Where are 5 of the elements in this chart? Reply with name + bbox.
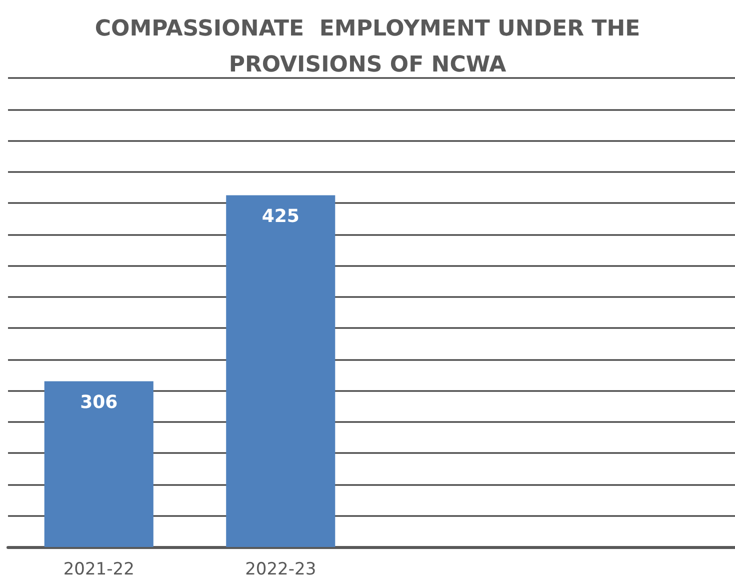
x-tick-label: 2021-22 (63, 560, 134, 580)
chart-title: COMPASSIONATE EMPLOYMENT UNDER THE PROVISIONS OF NCWA (94, 16, 640, 78)
x-tick-label: 2022-23 (245, 560, 316, 580)
data-label: 425 (262, 206, 300, 227)
data-label: 306 (80, 392, 118, 413)
